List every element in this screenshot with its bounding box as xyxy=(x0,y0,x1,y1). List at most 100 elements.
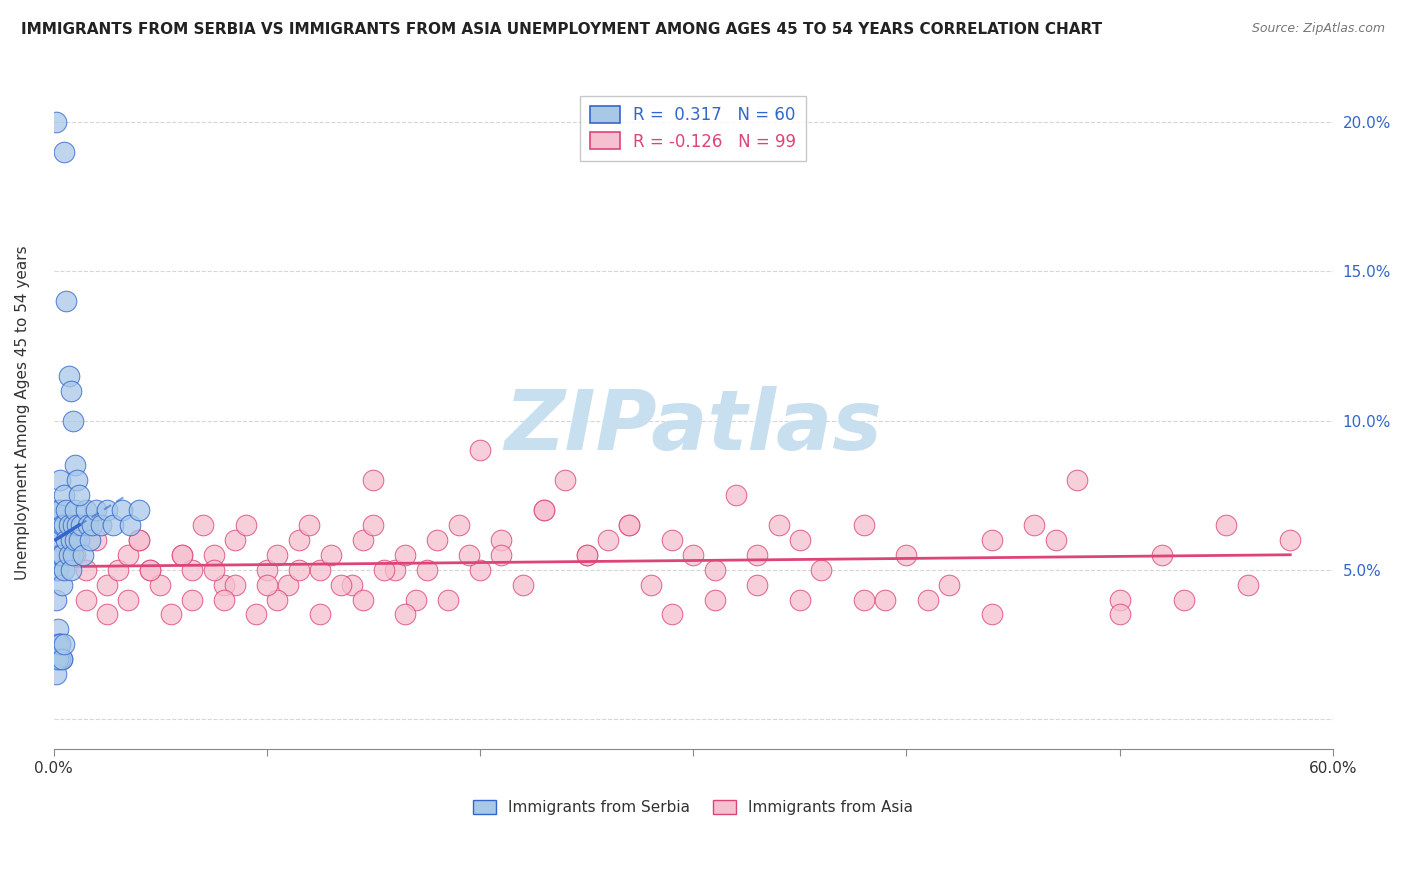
Point xyxy=(554,473,576,487)
Point xyxy=(46,563,69,577)
Point xyxy=(1024,518,1046,533)
Point xyxy=(138,563,160,577)
Point xyxy=(352,533,374,547)
Point xyxy=(980,533,1002,547)
Point xyxy=(75,592,97,607)
Point xyxy=(1173,592,1195,607)
Point xyxy=(49,473,72,487)
Point xyxy=(938,577,960,591)
Point xyxy=(72,548,94,562)
Point xyxy=(51,577,73,591)
Point xyxy=(149,577,172,591)
Point xyxy=(160,607,183,622)
Point xyxy=(128,503,150,517)
Point xyxy=(45,563,67,577)
Text: IMMIGRANTS FROM SERBIA VS IMMIGRANTS FROM ASIA UNEMPLOYMENT AMONG AGES 45 TO 54 : IMMIGRANTS FROM SERBIA VS IMMIGRANTS FRO… xyxy=(21,22,1102,37)
Point xyxy=(66,473,89,487)
Point xyxy=(63,548,86,562)
Point xyxy=(512,577,534,591)
Point xyxy=(596,533,619,547)
Point xyxy=(75,563,97,577)
Point xyxy=(363,518,385,533)
Point xyxy=(170,548,193,562)
Point xyxy=(340,577,363,591)
Point xyxy=(84,503,107,517)
Point xyxy=(45,115,67,129)
Point xyxy=(789,533,811,547)
Point xyxy=(1279,533,1302,547)
Point xyxy=(266,548,288,562)
Point xyxy=(224,533,246,547)
Point xyxy=(491,548,513,562)
Point xyxy=(852,592,875,607)
Point xyxy=(84,533,107,547)
Point xyxy=(53,145,76,159)
Point xyxy=(277,577,299,591)
Point xyxy=(1066,473,1088,487)
Point xyxy=(747,548,769,562)
Point xyxy=(245,607,267,622)
Point xyxy=(45,592,67,607)
Text: Source: ZipAtlas.com: Source: ZipAtlas.com xyxy=(1251,22,1385,36)
Point xyxy=(682,548,704,562)
Point xyxy=(191,518,214,533)
Point xyxy=(138,563,160,577)
Point xyxy=(266,592,288,607)
Point xyxy=(49,637,72,651)
Point xyxy=(63,503,86,517)
Point xyxy=(212,592,235,607)
Point xyxy=(288,533,311,547)
Point xyxy=(59,384,82,398)
Point xyxy=(111,503,134,517)
Point xyxy=(373,563,395,577)
Point xyxy=(49,548,72,562)
Point xyxy=(1152,548,1174,562)
Point xyxy=(79,533,101,547)
Point xyxy=(46,623,69,637)
Point xyxy=(288,563,311,577)
Point xyxy=(1215,518,1237,533)
Point xyxy=(53,637,76,651)
Point xyxy=(45,667,67,681)
Point xyxy=(235,518,257,533)
Point xyxy=(575,548,598,562)
Point xyxy=(896,548,918,562)
Point xyxy=(49,503,72,517)
Point xyxy=(703,563,725,577)
Point xyxy=(437,592,460,607)
Point xyxy=(53,488,76,502)
Point xyxy=(49,637,72,651)
Point xyxy=(447,518,470,533)
Point xyxy=(55,503,77,517)
Point xyxy=(394,607,416,622)
Point xyxy=(309,563,332,577)
Point xyxy=(394,548,416,562)
Point xyxy=(170,548,193,562)
Point xyxy=(67,488,90,502)
Point xyxy=(51,518,73,533)
Point xyxy=(75,503,97,517)
Point xyxy=(58,518,80,533)
Point xyxy=(703,592,725,607)
Point xyxy=(468,563,491,577)
Point xyxy=(309,607,332,622)
Point xyxy=(120,518,142,533)
Point xyxy=(96,577,118,591)
Point xyxy=(181,563,204,577)
Point xyxy=(59,563,82,577)
Point xyxy=(67,533,90,547)
Point xyxy=(212,577,235,591)
Point xyxy=(789,592,811,607)
Point xyxy=(747,577,769,591)
Point xyxy=(202,563,225,577)
Point xyxy=(55,294,77,309)
Y-axis label: Unemployment Among Ages 45 to 54 years: Unemployment Among Ages 45 to 54 years xyxy=(15,246,30,581)
Point xyxy=(768,518,790,533)
Point xyxy=(533,503,555,517)
Point xyxy=(63,458,86,473)
Point xyxy=(1045,533,1067,547)
Point xyxy=(62,518,84,533)
Point xyxy=(58,368,80,383)
Point xyxy=(128,533,150,547)
Point xyxy=(491,533,513,547)
